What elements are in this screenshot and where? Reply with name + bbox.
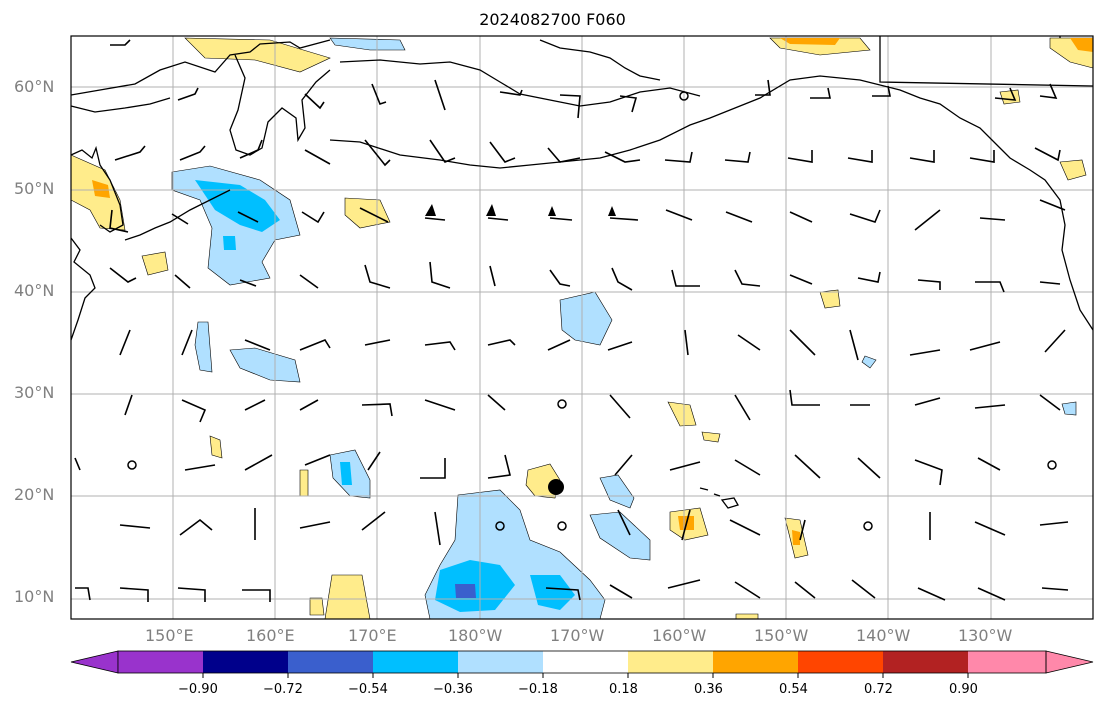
contour-positive-mid [344, 197, 391, 229]
colorbar-ticks [202, 673, 969, 678]
colorbar-segment [373, 651, 458, 673]
wind-flags [425, 204, 616, 216]
contour-positive-d [819, 289, 841, 309]
colorbar-label: −0.18 [518, 682, 558, 697]
contour-negative-s-core2 [530, 575, 575, 610]
lon-label: 170°W [550, 626, 605, 645]
colorbar-segment [288, 651, 373, 673]
map-frame [70, 35, 1094, 620]
colorbar-label: −0.36 [433, 682, 473, 697]
contour-negative-l [589, 511, 651, 561]
contour-positive-p [1059, 159, 1087, 181]
contour-negative-o [861, 355, 877, 369]
hawaii-islands [699, 487, 739, 509]
colorbar-segment [203, 651, 288, 673]
contour-positive-i [299, 469, 309, 497]
contour-positive-nw [184, 37, 331, 73]
contour-negative-n [329, 37, 406, 51]
coastlines [70, 36, 1094, 341]
lat-label: 20°N [14, 485, 55, 504]
contour-positive-w2 [141, 251, 169, 276]
contour-orange-w [92, 180, 110, 198]
map-title: 2024082700 F060 [479, 10, 626, 29]
contour-positive-v [735, 613, 759, 620]
colorbar-segment [118, 651, 203, 673]
lon-label: 140°W [856, 626, 911, 645]
lat-label: 30°N [14, 383, 55, 402]
colorbar-label: 0.54 [779, 682, 808, 697]
colorbar-label: −0.72 [263, 682, 303, 697]
contour-positive-e [667, 401, 697, 427]
calm-markers [127, 91, 1057, 531]
colorbar-segment [798, 651, 883, 673]
colorbar-frame [117, 650, 1047, 674]
contour-negative-h-core [340, 462, 352, 485]
colorbar-segment [458, 651, 543, 673]
contour-negative-s-core3 [455, 584, 476, 598]
colorbar-segment [883, 651, 968, 673]
colorbar-label: 0.36 [694, 682, 723, 697]
lat-label: 10°N [14, 587, 55, 606]
lon-label: 150°E [145, 626, 194, 645]
contour-orange-fe [1070, 38, 1093, 52]
contour-positive-g [209, 435, 223, 459]
wind-barbs [74, 39, 1069, 602]
gridlines [71, 36, 1093, 619]
contour-positive-q [999, 89, 1021, 105]
lon-label: 150°W [754, 626, 809, 645]
storm-center-marker [548, 479, 564, 495]
contour-negative-a [194, 321, 213, 373]
contour-negative-nw-core2 [223, 236, 236, 250]
lon-label: 160°E [246, 626, 295, 645]
colorbar-label: −0.90 [178, 682, 218, 697]
lon-label: 130°W [958, 626, 1013, 645]
lat-label: 60°N [14, 77, 55, 96]
colorbar-label: −0.54 [348, 682, 388, 697]
contour-negative-b [229, 347, 301, 383]
colorbar-label: 0.72 [864, 682, 893, 697]
colorbar-extend-max [1045, 650, 1094, 674]
lat-label: 40°N [14, 281, 55, 300]
lat-label: 50°N [14, 179, 55, 198]
colorbar-segment [968, 651, 1046, 673]
contour-orange-n [792, 530, 800, 545]
contour-orange-ne [780, 38, 840, 45]
contour-positive-u [309, 597, 325, 616]
colorbar-segment [628, 651, 713, 673]
colorbar [70, 650, 1094, 678]
lon-label: 160°W [652, 626, 707, 645]
colorbar-label: 0.18 [609, 682, 638, 697]
contour-negative-r [1061, 401, 1077, 416]
colorbar-label: 0.90 [949, 682, 978, 697]
colorbar-segment [713, 651, 798, 673]
contour-negative-nw-core [195, 180, 280, 232]
lon-label: 180°W [448, 626, 503, 645]
colorbar-extend-min [70, 650, 119, 674]
contour-positive-t [324, 574, 371, 620]
lon-label: 170°E [348, 626, 397, 645]
colorbar-segment [543, 651, 628, 673]
contour-positive-f [701, 431, 721, 443]
